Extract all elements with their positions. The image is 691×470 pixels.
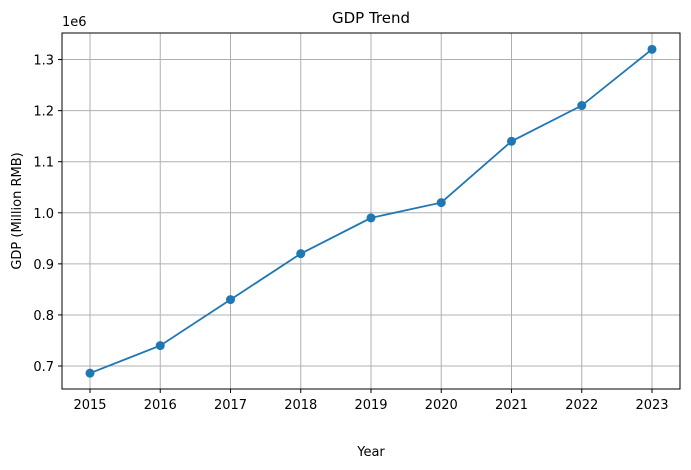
x-tick-label: 2017 bbox=[214, 398, 247, 413]
x-tick-label: 2022 bbox=[565, 398, 598, 413]
data-point-marker bbox=[436, 198, 446, 208]
x-axis-title: Year bbox=[356, 445, 385, 460]
chart-title: GDP Trend bbox=[332, 9, 410, 27]
y-tick-label: 1.3 bbox=[33, 54, 54, 69]
x-tick-label: 2023 bbox=[635, 398, 668, 413]
data-point-marker bbox=[155, 341, 165, 351]
x-tick-label: 2020 bbox=[425, 398, 458, 413]
y-tick-label: 1.1 bbox=[33, 156, 54, 171]
y-axis-title: GDP (Million RMB) bbox=[10, 152, 25, 269]
data-point-marker bbox=[366, 213, 376, 223]
y-tick-label: 0.8 bbox=[33, 309, 54, 324]
y-tick-label: 0.7 bbox=[33, 360, 54, 375]
x-tick-label: 2016 bbox=[144, 398, 177, 413]
y-tick-label: 1.0 bbox=[33, 207, 54, 222]
data-point-marker bbox=[85, 368, 95, 378]
data-point-marker bbox=[507, 136, 516, 146]
plot-frame bbox=[61, 32, 681, 390]
y-scale-label: 1e6 bbox=[62, 15, 87, 30]
x-tick-label: 2019 bbox=[354, 398, 387, 413]
data-point-marker bbox=[296, 249, 306, 259]
grid-layer bbox=[62, 33, 680, 389]
x-tick-label: 2021 bbox=[495, 398, 528, 413]
data-point-marker bbox=[647, 44, 657, 54]
data-point-marker bbox=[577, 101, 587, 111]
data-point-marker bbox=[226, 295, 235, 305]
y-tick-label: 0.9 bbox=[33, 258, 54, 273]
series-layer bbox=[85, 44, 657, 378]
x-tick-label: 2018 bbox=[284, 398, 317, 413]
tick-layer: 2015 2016 2017 2018 2019 2020 2021 2022 2023 0.7 0… bbox=[33, 54, 668, 413]
y-tick-label: 1.2 bbox=[33, 105, 54, 120]
x-tick-label: 2015 bbox=[73, 398, 106, 413]
